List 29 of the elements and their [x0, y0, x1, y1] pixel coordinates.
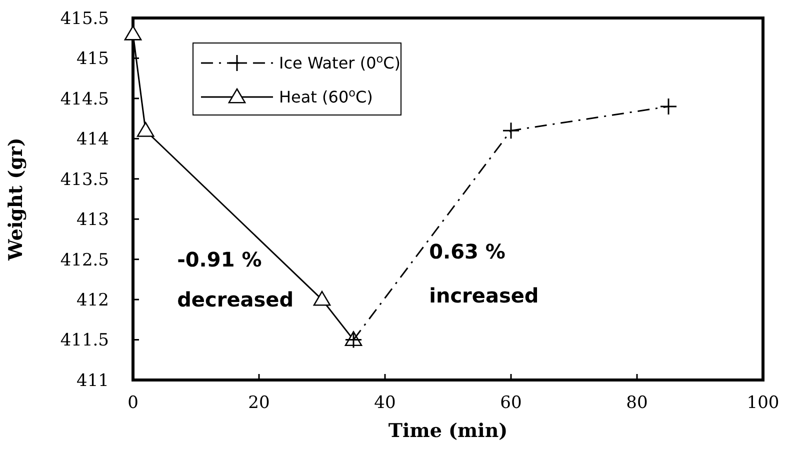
- x-tick-label: 100: [746, 393, 780, 413]
- legend-label: Heat (60$^{o}$C): [279, 86, 373, 107]
- y-tick-label: 411.5: [60, 330, 109, 351]
- y-tick-label: 414.5: [60, 89, 109, 110]
- y-tick-label: 413: [76, 210, 109, 230]
- x-tick-label: 0: [128, 393, 138, 413]
- x-axis-title: Time (min): [388, 420, 508, 442]
- x-tick-label: 40: [374, 393, 396, 413]
- annotation: increased: [429, 284, 539, 308]
- y-axis-title: Weight (gr): [5, 138, 27, 262]
- point: [660, 98, 678, 116]
- y-tick-label: 411: [76, 370, 109, 391]
- point: [124, 25, 142, 40]
- y-tick-label: 413.5: [60, 170, 109, 190]
- x-tick-label: 80: [626, 393, 648, 413]
- y-tick-label: 414: [76, 130, 109, 150]
- annotation: 0.63 %: [429, 239, 506, 264]
- y-tick-label: 412: [76, 290, 109, 311]
- annotation: -0.91 %: [177, 247, 262, 272]
- x-tick-label: 60: [500, 393, 522, 413]
- y-tick-label: 415: [76, 49, 109, 70]
- point: [313, 290, 331, 306]
- annotation: decreased: [177, 288, 294, 312]
- y-tick-label: 412.5: [60, 250, 109, 270]
- point: [136, 122, 154, 137]
- y-tick-label: 415.5: [60, 8, 109, 29]
- legend-label: Ice Water (0$^{o}$C): [279, 52, 401, 73]
- point: [502, 122, 520, 140]
- x-tick-label: 20: [248, 393, 270, 413]
